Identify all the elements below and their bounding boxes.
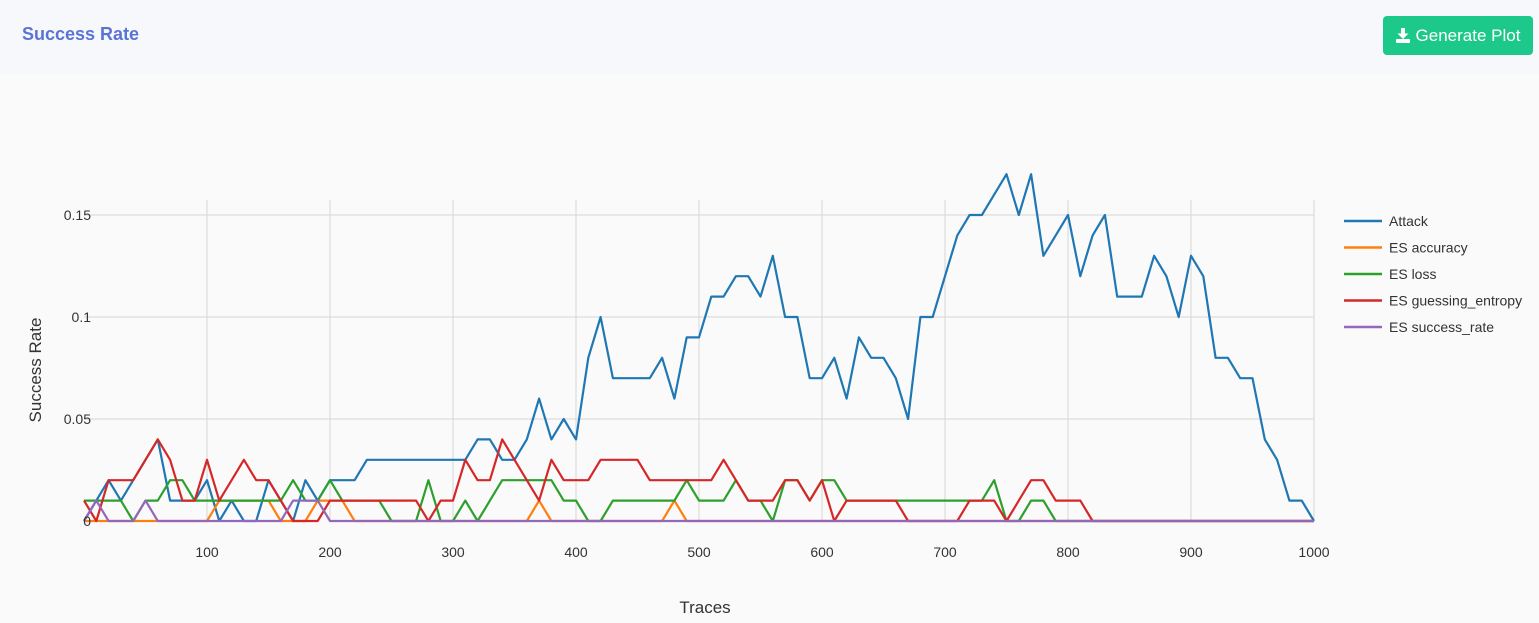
y-axis-title: Success Rate xyxy=(26,318,45,423)
y-tick-label: 0.15 xyxy=(64,207,91,223)
x-tick-label: 100 xyxy=(195,544,219,560)
x-tick-label: 400 xyxy=(564,544,588,560)
x-tick-label: 300 xyxy=(441,544,465,560)
y-tick-label: 0.1 xyxy=(72,309,92,325)
x-tick-label: 700 xyxy=(933,544,957,560)
legend-label: ES accuracy xyxy=(1389,240,1468,256)
y-axis-ticks: 0 0.05 0.1 0.15 xyxy=(64,207,91,529)
x-axis-title: Traces xyxy=(679,598,730,617)
series-line-es-success-rate xyxy=(83,499,1314,523)
y-tick-label: 0 xyxy=(83,513,91,529)
x-tick-label: 200 xyxy=(318,544,342,560)
legend-item[interactable]: ES success_rate xyxy=(1344,319,1494,335)
x-axis-ticks: 100 200 300 400 500 600 700 800 900 1000 xyxy=(195,544,1329,560)
generate-plot-label: Generate Plot xyxy=(1415,25,1521,45)
page-title: Success Rate xyxy=(22,24,140,44)
legend-item[interactable]: Attack xyxy=(1344,213,1429,229)
legend-label: Attack xyxy=(1389,213,1429,229)
y-tick-label: 0.05 xyxy=(64,411,91,427)
x-tick-label: 1000 xyxy=(1298,544,1329,560)
legend[interactable]: Attack ES accuracy ES loss ES guessing_entr… xyxy=(1344,213,1522,335)
legend-item[interactable]: ES loss xyxy=(1344,266,1436,282)
x-tick-label: 900 xyxy=(1179,544,1203,560)
legend-label: ES success_rate xyxy=(1389,319,1494,335)
x-tick-label: 500 xyxy=(687,544,711,560)
legend-label: ES guessing_entropy xyxy=(1389,293,1522,309)
x-tick-label: 600 xyxy=(810,544,834,560)
grid xyxy=(84,200,1315,521)
generate-plot-button[interactable]: Generate Plot xyxy=(1383,16,1533,55)
legend-label: ES loss xyxy=(1389,266,1436,282)
legend-item[interactable]: ES accuracy xyxy=(1344,240,1468,256)
card-header: Success Rate Generate Plot xyxy=(0,0,1539,74)
legend-item[interactable]: ES guessing_entropy xyxy=(1344,293,1522,309)
series-lines xyxy=(83,173,1315,523)
x-tick-label: 800 xyxy=(1056,544,1080,560)
download-icon xyxy=(1395,28,1410,43)
